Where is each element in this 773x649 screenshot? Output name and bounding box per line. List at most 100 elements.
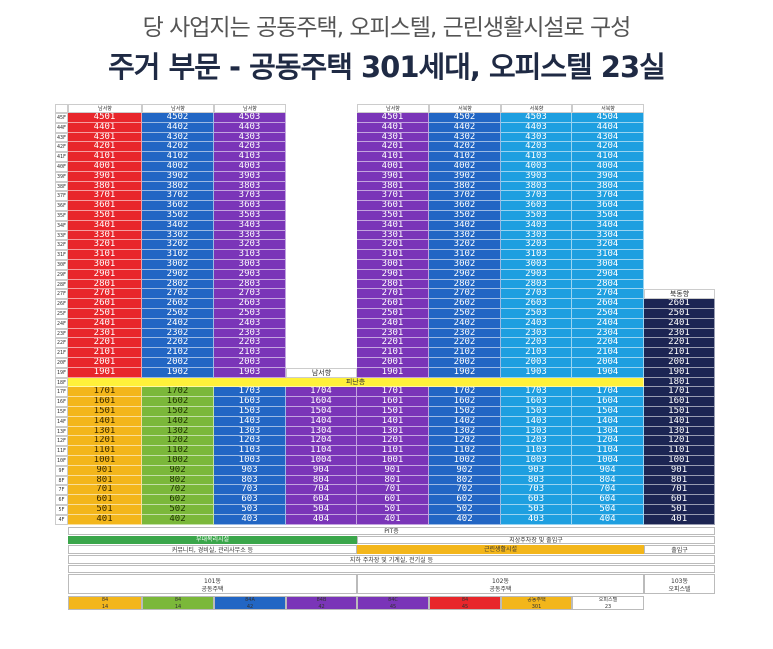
unit-cell: 803 xyxy=(501,475,572,486)
unit-cell: 2803 xyxy=(501,279,572,290)
unit-cell: 401 xyxy=(68,514,142,525)
legend-code: 84 xyxy=(461,596,469,603)
unit-cell: 1902 xyxy=(429,367,501,378)
unit-cell: 2801 xyxy=(68,279,142,290)
floor-label: 10F xyxy=(55,456,68,466)
legend-item: 84 14 xyxy=(68,595,142,610)
unit-cell: 1002 xyxy=(429,456,501,466)
floor-row: 16F 1601 1602 1603 1604 1601 1602 1603 1604 1601 xyxy=(55,397,715,407)
unit-cell: 1404 xyxy=(572,416,644,427)
unit-cell: 4103 xyxy=(214,152,286,162)
basement-row xyxy=(68,564,715,573)
header-row: 남서향 남서향 남서향 남서향 서북향 서북향 서북향 xyxy=(55,104,715,113)
unit-cell: 4302 xyxy=(142,132,214,143)
unit-cell: 404 xyxy=(572,514,644,525)
unit-cell: 4002 xyxy=(142,162,214,172)
unit-cell: 4402 xyxy=(142,122,214,133)
unit-cell: 904 xyxy=(572,465,644,476)
unit-cell: 604 xyxy=(286,495,357,505)
unit-cell: 2104 xyxy=(572,348,644,358)
floor-row: 19F 1901 1902 1903 남서향 1901 1902 1903 1904 1901 xyxy=(55,367,715,378)
unit-cell: 4301 xyxy=(68,132,142,143)
floor-row: 6F 601 602 603 604 601 602 603 604 601 xyxy=(55,495,715,505)
unit-cell: 2603 xyxy=(214,299,286,309)
floor-label: 34F xyxy=(55,220,68,231)
unit-cell: 3902 xyxy=(429,171,501,182)
unit-cell: 3504 xyxy=(572,211,644,221)
unit-cell: 3403 xyxy=(214,220,286,231)
floor-label: 15F xyxy=(55,407,68,417)
unit-cell: 1403 xyxy=(501,416,572,427)
unit-cell: 2402 xyxy=(429,318,501,329)
legend-item: 84B 42 xyxy=(286,595,357,610)
unit-cell: 3401 xyxy=(68,220,142,231)
unit-cell: 1204 xyxy=(286,436,357,447)
unit-cell: 1001 xyxy=(644,456,715,466)
unit-cell: 3801 xyxy=(68,181,142,192)
unit-cell: 4301 xyxy=(357,132,429,143)
unit-cell: 2702 xyxy=(429,289,501,300)
unit-cell: 3102 xyxy=(142,250,214,260)
amenity-bar: 부대복리시설 xyxy=(68,535,357,544)
floor-label: 21F xyxy=(55,348,68,358)
unit-cell: 503 xyxy=(214,505,286,515)
legend-code: 공동주택 xyxy=(527,596,546,603)
unit-cell: 4004 xyxy=(572,162,644,172)
floor-row: 28F 2801 2802 2803 2801 2802 2803 2804 xyxy=(55,279,715,290)
unit-cell: 2002 xyxy=(142,358,214,368)
unit-cell: 2001 xyxy=(357,358,429,368)
floor-row: 17F 1701 1702 1703 1704 1701 1702 1703 1704 1701 xyxy=(55,387,715,398)
unit-cell: 3902 xyxy=(142,171,214,182)
unit-cell: 1902 xyxy=(142,367,214,378)
unit-cell: 602 xyxy=(429,495,501,505)
empty-cell xyxy=(644,269,715,280)
floor-row: 40F 4001 4002 4003 4001 4002 4003 4004 xyxy=(55,162,715,172)
unit-cell: 504 xyxy=(572,505,644,515)
entrance-label: 출입구 xyxy=(644,544,715,554)
unit-cell: 904 xyxy=(286,465,357,476)
legend-item: 84A 42 xyxy=(214,595,286,610)
unit-cell: 2901 xyxy=(68,269,142,280)
unit-cell: 2501 xyxy=(357,309,429,319)
floor-row: 31F 3101 3102 3103 3101 3102 3103 3104 xyxy=(55,250,715,260)
direction-label: 서북향 xyxy=(572,104,644,113)
floor-label: 41F xyxy=(55,152,68,162)
unit-cell: 1001 xyxy=(68,456,142,466)
floor-label: 31F xyxy=(55,250,68,260)
unit-cell: 3702 xyxy=(429,191,501,202)
legend-item: 공동주택 301 xyxy=(501,595,572,610)
unit-cell: 1103 xyxy=(501,446,572,456)
unit-cell: 1503 xyxy=(214,407,286,417)
legend-count: 45 xyxy=(461,603,469,610)
unit-cell: 2601 xyxy=(357,299,429,309)
unit-cell: 3301 xyxy=(68,230,142,241)
unit-cell: 2701 xyxy=(68,289,142,300)
unit-cell: 3003 xyxy=(501,260,572,270)
floor-row: 33F 3301 3302 3303 3301 3302 3303 3304 xyxy=(55,230,715,241)
unit-cell: 3303 xyxy=(501,230,572,241)
unit-cell: 2701 xyxy=(357,289,429,300)
legend-count: 23 xyxy=(604,603,612,610)
legend-item: 84 45 xyxy=(429,595,501,610)
floor-row: 39F 3901 3902 3903 3901 3902 3903 3904 xyxy=(55,171,715,182)
empty-cell xyxy=(644,279,715,290)
unit-cell: 701 xyxy=(357,485,429,496)
unit-cell: 1501 xyxy=(68,407,142,417)
unit-cell: 4502 xyxy=(142,113,214,123)
empty-cell xyxy=(286,220,357,231)
direction-label: 남서향 xyxy=(142,104,214,113)
unit-cell: 601 xyxy=(357,495,429,505)
unit-cell: 2102 xyxy=(429,348,501,358)
unit-cell: 1703 xyxy=(214,387,286,398)
unit-cell: 1602 xyxy=(429,397,501,407)
empty-cell xyxy=(286,269,357,280)
floor-row: 4F 401 402 403 404 401 402 403 404 401 xyxy=(55,514,715,525)
unit-cell: 4204 xyxy=(572,142,644,153)
unit-cell: 2501 xyxy=(644,309,715,319)
dong-sub: 오피스텔 xyxy=(668,585,691,593)
floor-label: 24F xyxy=(55,318,68,329)
unit-cell: 4101 xyxy=(68,152,142,162)
unit-cell: 1501 xyxy=(644,407,715,417)
unit-cell: 3402 xyxy=(429,220,501,231)
unit-cell: 1603 xyxy=(501,397,572,407)
